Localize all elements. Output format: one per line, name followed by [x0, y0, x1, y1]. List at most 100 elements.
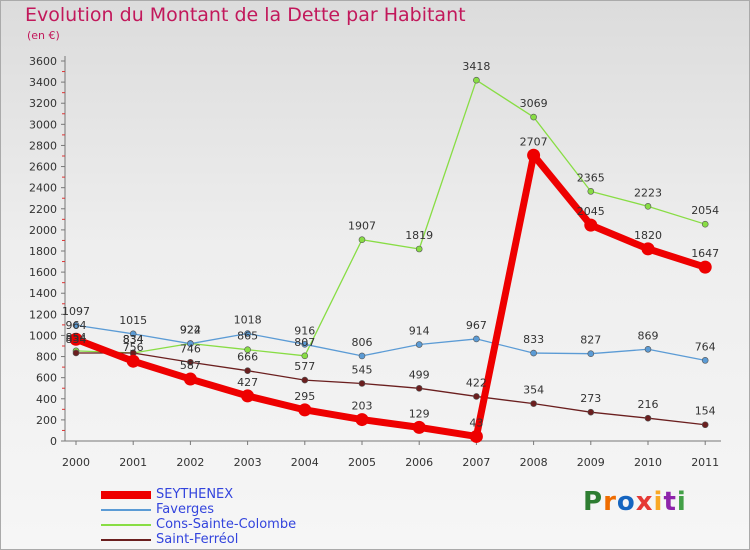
data-point: [473, 76, 480, 84]
data-label: 865: [237, 330, 258, 343]
y-tick-label: 2800: [29, 139, 57, 152]
y-tick-label: 600: [36, 372, 57, 385]
data-label: 833: [523, 333, 544, 346]
y-tick-label: 1600: [29, 266, 57, 279]
legend-swatch: [101, 524, 151, 526]
data-label: 2223: [634, 186, 662, 199]
proxiti-logo: Proxiti: [583, 487, 687, 517]
legend-label: Cons-Sainte-Colombe: [156, 517, 297, 532]
y-tick-label: 2600: [29, 161, 57, 174]
x-tick-label: 2008: [520, 456, 548, 469]
data-point: [415, 385, 423, 392]
data-point: [183, 372, 197, 386]
data-point: [358, 352, 366, 360]
y-tick-label: 200: [36, 414, 57, 427]
data-point: [584, 218, 598, 232]
data-label: 922: [180, 324, 201, 337]
data-point: [355, 413, 369, 427]
y-tick-label: 0: [50, 435, 57, 448]
data-label: 806: [352, 336, 373, 349]
y-tick-label: 3000: [29, 118, 57, 131]
x-tick-label: 2010: [634, 456, 662, 469]
data-label: 422: [466, 376, 487, 389]
data-point: [241, 389, 255, 403]
data-label: 834: [66, 333, 87, 346]
legend-swatch: [101, 491, 151, 499]
logo-letter: x: [635, 487, 654, 517]
data-point: [473, 393, 480, 400]
logo-letter: t: [663, 487, 677, 517]
x-tick-label: 2011: [691, 456, 719, 469]
data-label: 916: [294, 324, 315, 337]
data-point: [244, 330, 251, 337]
data-label: 354: [523, 384, 544, 397]
data-label: 216: [638, 398, 659, 411]
data-label: 1820: [634, 229, 662, 242]
x-tick-label: 2005: [348, 456, 376, 469]
y-tick-label: 3200: [29, 97, 57, 110]
series-line: [75, 324, 706, 361]
data-point: [72, 321, 80, 329]
data-point: [469, 429, 483, 443]
series-line: [76, 352, 706, 426]
data-label: 764: [695, 340, 716, 353]
data-label: 967: [466, 319, 487, 332]
y-tick-label: 1400: [29, 287, 57, 300]
data-point: [587, 350, 595, 358]
data-label: 203: [352, 400, 373, 413]
data-label: 756: [123, 341, 144, 354]
data-label: 854: [66, 331, 87, 344]
data-label: 3069: [520, 97, 548, 110]
data-point: [644, 345, 652, 353]
data-label: 807: [294, 336, 315, 349]
data-label: 666: [237, 351, 258, 364]
chart-subtitle: (en €): [27, 29, 60, 42]
data-point: [72, 349, 80, 357]
data-label: 1018: [234, 314, 262, 327]
data-label: 43: [469, 416, 483, 429]
data-point: [301, 341, 309, 348]
data-label: 1015: [119, 314, 147, 327]
x-tick-label: 2002: [176, 456, 204, 469]
data-point: [701, 421, 709, 429]
data-point: [527, 148, 541, 162]
data-point: [530, 113, 537, 121]
y-tick-label: 1000: [29, 329, 57, 342]
data-point: [644, 203, 652, 210]
data-point: [301, 352, 309, 360]
logo-letter: i: [653, 487, 664, 517]
data-label: 746: [180, 342, 201, 355]
series-line: [74, 151, 707, 440]
series-line: [75, 79, 706, 357]
y-tick-label: 2400: [29, 182, 57, 195]
data-point: [244, 367, 251, 375]
data-label: 545: [352, 363, 373, 376]
data-label: 1647: [691, 247, 719, 260]
data-point: [641, 242, 655, 256]
legend-swatch: [101, 509, 151, 511]
data-label: 1819: [405, 229, 433, 242]
data-label: 827: [580, 334, 601, 347]
data-label: 2054: [691, 204, 719, 217]
data-label: 1097: [62, 305, 90, 318]
x-tick-label: 2004: [291, 456, 319, 469]
data-point: [415, 245, 423, 253]
logo-letter: o: [616, 487, 636, 517]
data-label: 869: [638, 329, 659, 342]
data-label: 427: [237, 376, 258, 389]
x-tick-label: 2000: [62, 456, 90, 469]
data-label: 914: [409, 325, 430, 338]
data-point: [473, 335, 480, 343]
data-point: [129, 330, 137, 338]
data-point: [244, 346, 251, 353]
data-label: 834: [123, 333, 144, 346]
data-label: 924: [180, 323, 201, 336]
data-label: 1907: [348, 220, 376, 233]
data-point: [415, 341, 423, 348]
y-tick-label: 3600: [29, 55, 57, 68]
chart-title: Evolution du Montant de la Dette par Hab…: [25, 4, 466, 26]
x-tick-label: 2001: [119, 456, 147, 469]
x-tick-label: 2003: [234, 456, 262, 469]
